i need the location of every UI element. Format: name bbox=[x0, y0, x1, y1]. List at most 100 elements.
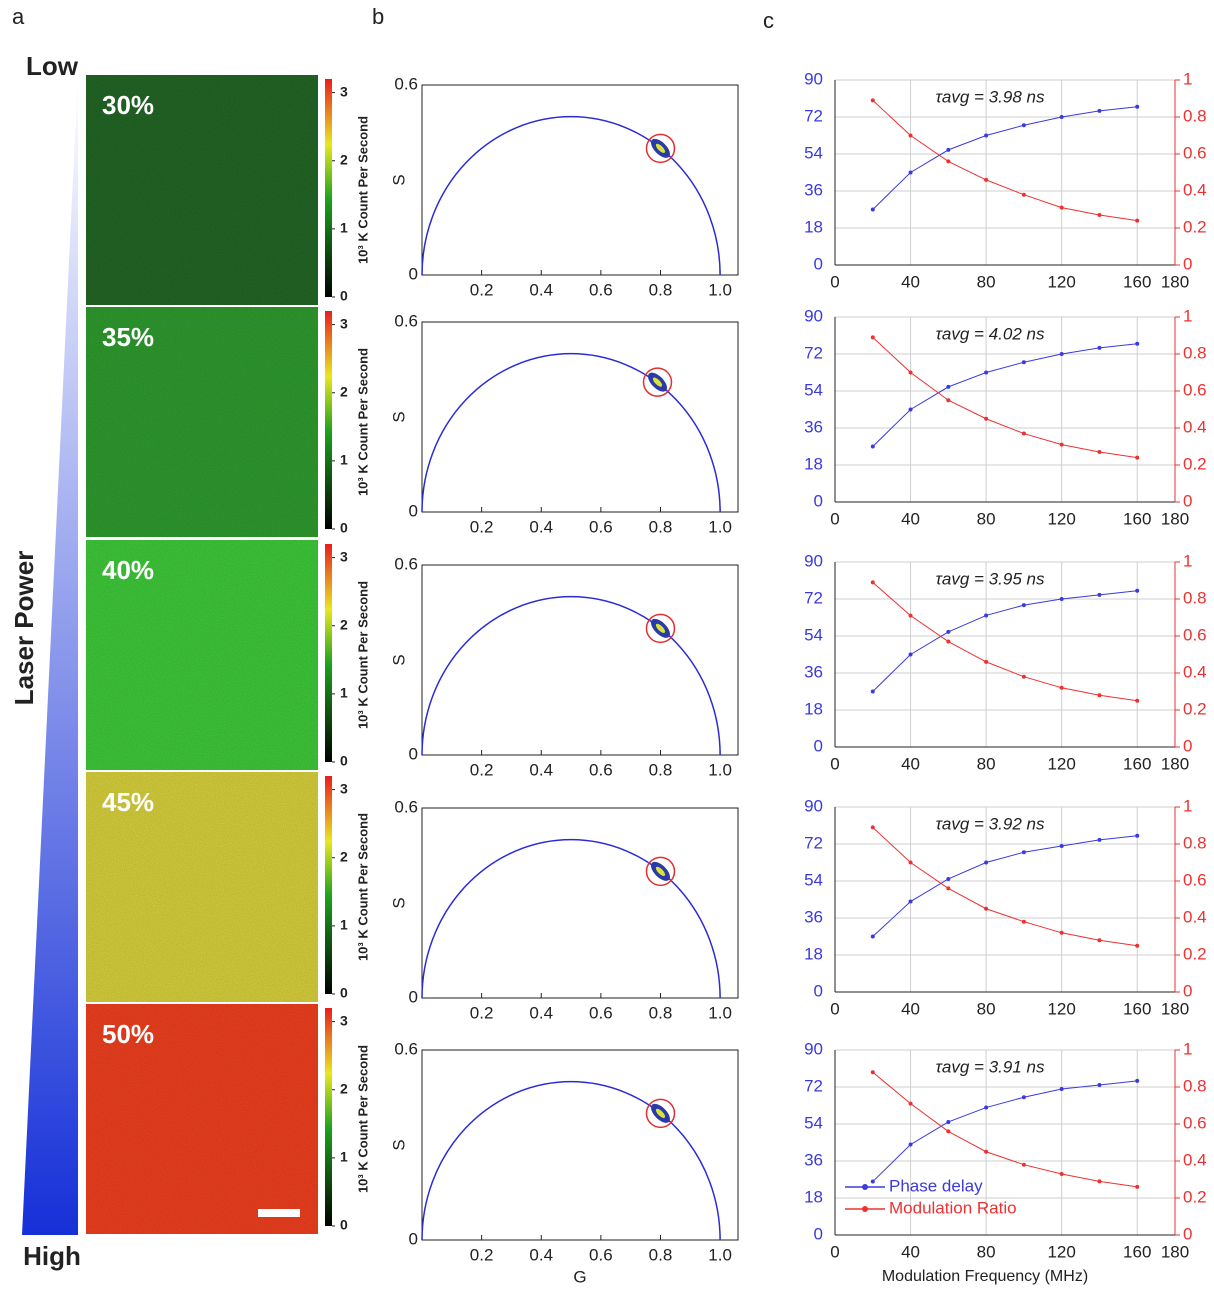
x-tick-label: 120 bbox=[1047, 999, 1075, 1018]
y-tick-label: 0 bbox=[409, 744, 418, 763]
y-tick-label: 18 bbox=[804, 217, 823, 236]
series-point bbox=[984, 177, 989, 182]
y-tick-label: 90 bbox=[804, 306, 823, 325]
series-point bbox=[1097, 592, 1102, 597]
x-axis-label: Modulation Frequency (MHz) bbox=[882, 1268, 1088, 1285]
y-tick-label: 36 bbox=[804, 907, 823, 926]
cluster-marker bbox=[645, 856, 676, 887]
scale-bar bbox=[258, 1209, 300, 1217]
series-point bbox=[946, 886, 951, 891]
y2-tick-label: 1 bbox=[1183, 306, 1192, 325]
y-tick-label: 36 bbox=[804, 1150, 823, 1169]
series-point bbox=[908, 860, 913, 865]
series-point bbox=[1135, 943, 1140, 948]
x-axis-label: G bbox=[573, 1267, 586, 1286]
y-tick-label: 54 bbox=[804, 625, 823, 644]
y-tick-label: 0.6 bbox=[394, 797, 418, 816]
x-tick-label: 0.8 bbox=[649, 280, 673, 299]
y2-tick-label: 0.6 bbox=[1183, 1113, 1207, 1132]
x-tick-label: 0.2 bbox=[470, 1003, 494, 1022]
x-tick-label: 1.0 bbox=[708, 1245, 732, 1264]
series-line bbox=[872, 581, 1138, 702]
series-point bbox=[1021, 192, 1026, 197]
power-wedge bbox=[22, 75, 78, 1235]
series-point bbox=[1021, 674, 1026, 679]
series-point bbox=[984, 1149, 989, 1154]
cluster-marker bbox=[645, 613, 676, 644]
series-point bbox=[1135, 1184, 1140, 1189]
series-point bbox=[870, 1070, 875, 1075]
colorbar-tick-label: 3 bbox=[340, 1012, 348, 1028]
x-tick-label: 1.0 bbox=[708, 760, 732, 779]
series-point bbox=[908, 613, 913, 618]
colorbar-tick-label: 2 bbox=[340, 1080, 348, 1096]
colorbar-tick-label: 3 bbox=[340, 548, 348, 564]
x-tick-label: 0.8 bbox=[649, 1245, 673, 1264]
x-tick-label: 120 bbox=[1047, 509, 1075, 528]
y2-tick-label: 0.4 bbox=[1183, 417, 1207, 436]
series-point bbox=[870, 207, 875, 212]
series-point bbox=[1021, 1095, 1026, 1100]
legend-marker bbox=[862, 1206, 868, 1212]
y-tick-label: 0.6 bbox=[394, 74, 418, 93]
series-point bbox=[1059, 930, 1064, 935]
y2-tick-label: 0.2 bbox=[1183, 699, 1207, 718]
power-label: 35% bbox=[102, 322, 154, 352]
y-tick-label: 0 bbox=[409, 1229, 418, 1248]
y2-tick-label: 0.8 bbox=[1183, 1076, 1207, 1095]
panel-label: b bbox=[372, 4, 384, 29]
series-point bbox=[908, 370, 913, 375]
series-point bbox=[1097, 938, 1102, 943]
y2-tick-label: 1 bbox=[1183, 1039, 1192, 1058]
y2-tick-label: 0.8 bbox=[1183, 588, 1207, 607]
y-tick-label: 18 bbox=[804, 699, 823, 718]
series-point bbox=[1021, 1162, 1026, 1167]
series-point bbox=[908, 652, 913, 657]
colorbar-tick-label: 3 bbox=[340, 83, 348, 99]
series-point bbox=[1097, 345, 1102, 350]
legend-label: Modulation Ratio bbox=[889, 1198, 1017, 1217]
y-tick-label: 0 bbox=[814, 491, 823, 510]
universal-circle bbox=[421, 116, 721, 276]
series-point bbox=[1135, 833, 1140, 838]
y2-tick-label: 0.8 bbox=[1183, 343, 1207, 362]
series-point bbox=[870, 934, 875, 939]
y-tick-label: 54 bbox=[804, 143, 823, 162]
colorbar bbox=[325, 544, 332, 762]
series-point bbox=[870, 98, 875, 103]
x-tick-label: 160 bbox=[1123, 1242, 1151, 1261]
x-tick-label: 0.4 bbox=[529, 760, 553, 779]
series-point bbox=[1097, 450, 1102, 455]
series-point bbox=[1097, 693, 1102, 698]
series-point bbox=[870, 1179, 875, 1184]
colorbar-tick-label: 2 bbox=[340, 383, 348, 399]
x-tick-label: 80 bbox=[977, 272, 996, 291]
annotation: τavg = 4.02 ns bbox=[936, 324, 1045, 343]
y-axis-label: S bbox=[389, 174, 408, 185]
series-line bbox=[872, 1071, 1138, 1188]
series-point bbox=[1059, 352, 1064, 356]
colorbar-label: 10³ K Count Per Second bbox=[355, 1045, 370, 1193]
colorbar-tick-label: 1 bbox=[340, 452, 348, 468]
annotation: τavg = 3.98 ns bbox=[936, 87, 1045, 106]
y2-tick-label: 1 bbox=[1183, 69, 1192, 88]
y-tick-label: 18 bbox=[804, 1187, 823, 1206]
x-tick-label: 160 bbox=[1123, 999, 1151, 1018]
intensity-image bbox=[86, 75, 318, 305]
series-point bbox=[1135, 341, 1140, 346]
series-point bbox=[870, 335, 875, 340]
plot-frame bbox=[421, 564, 739, 756]
colorbar-tick-label: 2 bbox=[340, 848, 348, 864]
y-tick-label: 72 bbox=[804, 343, 823, 362]
series-point bbox=[870, 580, 875, 585]
y-axis-label: S bbox=[389, 654, 408, 665]
annotation: τavg = 3.95 ns bbox=[936, 569, 1045, 588]
x-tick-label: 0.4 bbox=[529, 1003, 553, 1022]
y2-tick-label: 0 bbox=[1183, 736, 1192, 755]
y2-tick-label: 0 bbox=[1183, 254, 1192, 273]
intensity-image bbox=[86, 772, 318, 1002]
series-point bbox=[908, 170, 913, 175]
colorbar bbox=[325, 79, 332, 297]
y-tick-label: 72 bbox=[804, 1076, 823, 1095]
y2-tick-label: 1 bbox=[1183, 796, 1192, 815]
